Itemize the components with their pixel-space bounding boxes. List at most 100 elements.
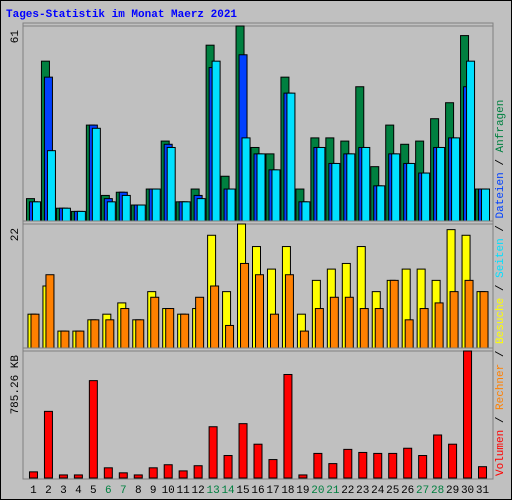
bar [118, 472, 128, 479]
bar [298, 474, 308, 479]
bar [313, 452, 323, 479]
bar [58, 474, 68, 479]
bar [226, 188, 236, 222]
bar [90, 319, 100, 349]
bar [481, 188, 491, 222]
bar [328, 463, 338, 479]
bar [166, 146, 176, 222]
bar [404, 319, 414, 349]
bar [358, 451, 368, 479]
legend-separator: / [495, 278, 507, 298]
x-tick-label: 8 [135, 485, 142, 497]
y-tick-label: 22 [10, 228, 22, 241]
bar [165, 308, 175, 349]
bar [103, 467, 113, 479]
legend-entry: Anfragen [495, 100, 507, 153]
bar [463, 350, 473, 479]
bar [181, 201, 191, 222]
bar [361, 146, 371, 222]
bar [223, 455, 233, 479]
bar [478, 466, 488, 479]
bar [269, 313, 279, 349]
legend-entry: Besuche [495, 298, 507, 344]
chart-title: Tages-Statistik im Monat Maerz 2021 [6, 9, 237, 21]
bar [434, 302, 444, 349]
x-tick-label: 31 [476, 485, 490, 497]
x-tick-label: 10 [162, 485, 175, 497]
bar [150, 296, 160, 349]
x-tick-label: 20 [311, 485, 324, 497]
bar [314, 308, 324, 349]
x-tick-label: 27 [416, 485, 429, 497]
x-tick-label: 4 [75, 485, 82, 497]
bar [464, 279, 474, 349]
x-tick-label: 19 [296, 485, 309, 497]
bar [208, 426, 218, 479]
x-tick-label: 28 [431, 485, 444, 497]
x-tick-label: 21 [326, 485, 340, 497]
x-tick-label: 30 [461, 485, 474, 497]
x-tick-label: 25 [386, 485, 399, 497]
bar [31, 201, 41, 222]
bar [436, 146, 446, 222]
legend-entry: Volumen [495, 430, 507, 476]
x-tick-label: 16 [251, 485, 264, 497]
bar [451, 137, 461, 222]
x-tick-label: 2 [45, 485, 52, 497]
bar [88, 380, 98, 479]
x-tick-label: 6 [105, 485, 112, 497]
bar [391, 153, 401, 222]
bar [105, 319, 115, 349]
x-tick-label: 11 [177, 485, 191, 497]
bar [271, 169, 281, 222]
bar [28, 471, 38, 479]
bar [241, 137, 251, 222]
bar [151, 188, 161, 222]
bar [403, 447, 413, 479]
bar [76, 210, 86, 222]
bar [178, 470, 188, 479]
bar [286, 92, 296, 222]
bar [148, 467, 158, 479]
bar [195, 296, 205, 349]
legend-separator: / [495, 410, 507, 430]
bar [60, 330, 70, 349]
legend-entry: Dateien [495, 172, 507, 218]
bar [388, 452, 398, 479]
y-tick-label: 785.26 KB [10, 355, 22, 415]
bar [106, 201, 116, 222]
x-tick-label: 3 [60, 485, 67, 497]
y-tick-label: 61 [10, 30, 22, 44]
bar [374, 308, 384, 349]
x-tick-label: 5 [90, 485, 97, 497]
bar [343, 448, 353, 479]
bar [73, 474, 83, 479]
bar [331, 162, 341, 222]
x-tick-label: 14 [221, 485, 235, 497]
bar [419, 308, 429, 349]
bar [121, 194, 131, 222]
x-tick-label: 15 [236, 485, 249, 497]
bar [253, 443, 263, 479]
legend-separator: / [495, 218, 507, 238]
bar [43, 410, 53, 479]
x-tick-label: 26 [401, 485, 414, 497]
bar [46, 150, 56, 222]
legend-entry: Rechner [495, 364, 507, 410]
bar [91, 127, 101, 222]
x-tick-label: 1 [30, 485, 37, 497]
bar [418, 455, 428, 479]
bar [389, 279, 399, 349]
x-tick-label: 7 [120, 485, 127, 497]
x-tick-label: 9 [150, 485, 157, 497]
bar [268, 459, 278, 479]
bar [136, 204, 146, 222]
bar [346, 153, 356, 222]
bar [240, 262, 250, 349]
bar [61, 207, 71, 222]
bar [133, 474, 143, 479]
bar [283, 373, 293, 479]
x-tick-label: 12 [192, 485, 205, 497]
bar [196, 198, 206, 222]
